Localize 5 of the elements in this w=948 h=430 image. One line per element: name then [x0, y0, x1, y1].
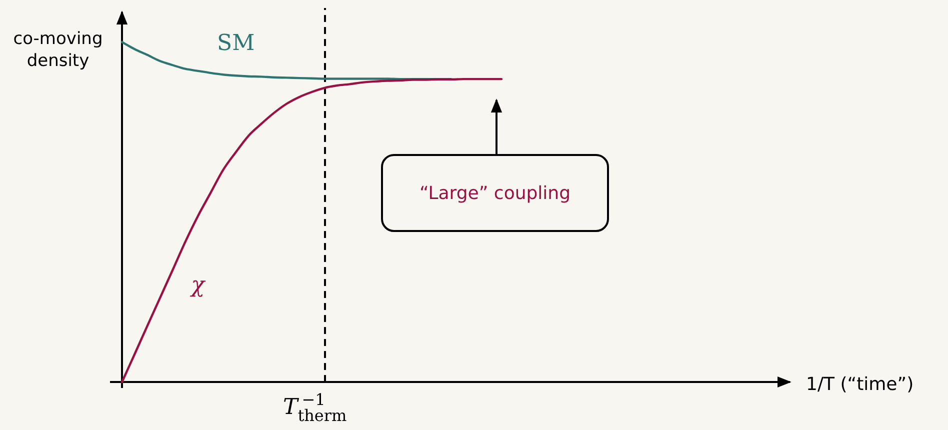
series-label: SM	[217, 31, 255, 56]
x-axis-title: 1/T (“time”)	[806, 374, 914, 395]
series-label: χ	[189, 272, 206, 298]
annotation: “Large” coupling	[419, 183, 571, 204]
y-axis-title: co-moving density	[13, 29, 103, 71]
